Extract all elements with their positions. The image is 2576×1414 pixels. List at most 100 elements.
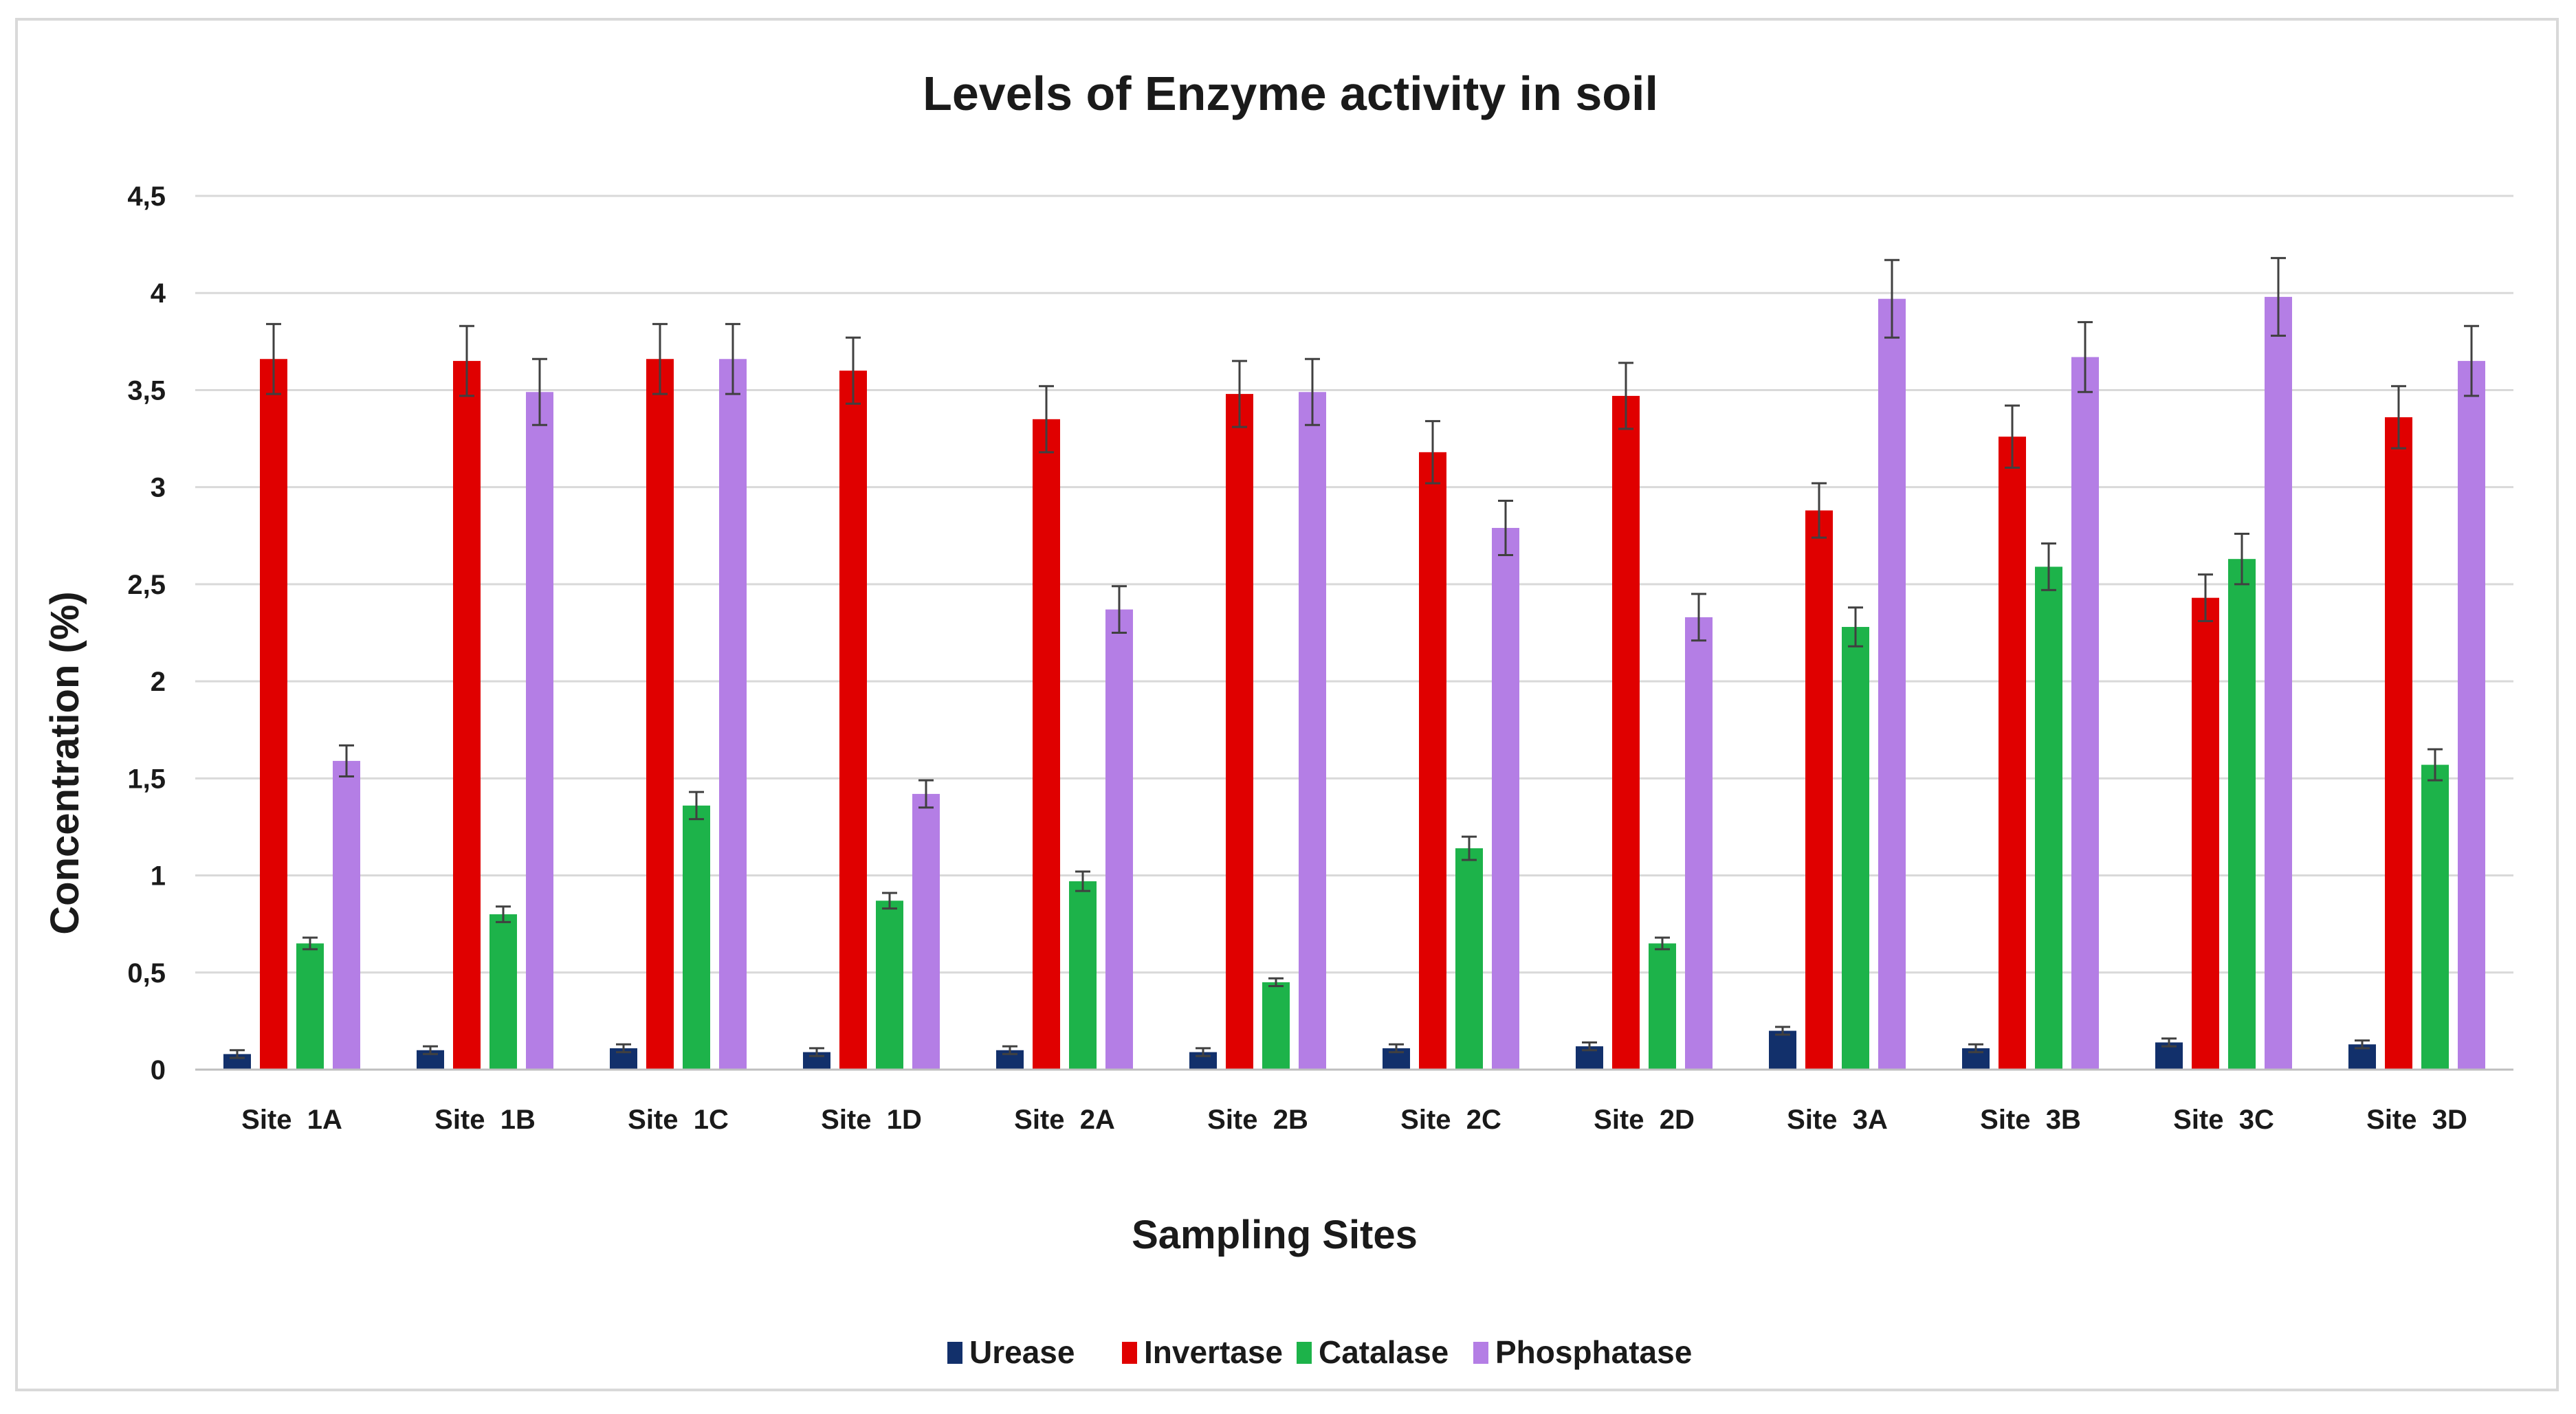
error-bar [2198,573,2213,623]
bar-urease [1769,1030,1796,1070]
bar-invertase [1419,452,1446,1070]
x-tick-label: Site 1C [628,1105,729,1135]
error-bar [1775,1026,1790,1036]
y-axis-ticks: 0 0,5 1 1,5 2 2,5 3 3,5 4 4,5 [127,181,166,1085]
x-tick-label: Site 2A [1014,1105,1115,1135]
error-bar [2391,385,2406,450]
y-axis-title: Concentration (%) [43,591,87,934]
x-tick-label: Site 2D [1594,1105,1695,1135]
bar-invertase [646,359,674,1070]
error-bar [846,336,861,405]
bar-invertase [839,371,867,1070]
bars [223,296,2485,1070]
x-tick-label: Site 1A [241,1105,342,1135]
legend-label: Invertase [1144,1334,1283,1370]
error-bar [918,779,934,809]
bar-phosphatase [912,793,940,1070]
x-tick-label: Site 2B [1207,1105,1308,1135]
error-bar [1268,977,1284,988]
legend-swatch [1473,1342,1488,1364]
error-bar [882,892,897,910]
error-bar [1075,870,1090,892]
error-bars [230,256,2479,1059]
error-bar [2005,404,2020,469]
chart-frame: Levels of Enzyme activity in soil 0 0,5 1 1… [15,18,2559,1391]
bar-phosphatase [2265,296,2292,1070]
bar-catalase [2035,566,2062,1070]
bar-invertase [1612,395,1640,1070]
gridlines [195,195,2513,974]
y-tick-label: 4 [151,278,166,309]
error-bar [266,322,281,395]
x-tick-label: Site 1B [434,1105,536,1135]
bar-phosphatase [2071,357,2099,1070]
bar-catalase [876,901,903,1070]
error-bar [1655,936,1670,951]
bar-catalase [2228,559,2256,1070]
error-bar [652,322,668,395]
legend-item-phosphatase: Phosphatase [1473,1334,1692,1370]
error-bar [2428,748,2443,782]
error-bar [2271,256,2286,337]
legend-swatch [1297,1342,1312,1364]
bar-catalase [1842,627,1869,1070]
bar-phosphatase [1878,298,1906,1070]
error-bar [616,1043,631,1054]
error-bar [1618,362,1633,430]
legend-label: Phosphatase [1495,1334,1692,1370]
x-tick-label: Site 3B [1980,1105,2081,1135]
error-bar [1884,258,1900,339]
error-bar [1812,482,1827,539]
y-tick-label: 3 [151,473,166,503]
error-bar [1389,1043,1404,1054]
bar-catalase [2421,764,2449,1070]
bar-catalase [1262,982,1290,1070]
error-bar [1196,1047,1211,1057]
legend: Urease Invertase Catalase Phosphatase [947,1334,1692,1370]
bar-catalase [296,943,324,1070]
x-tick-label: Site 3A [1787,1105,1888,1135]
error-bar [459,324,474,397]
bar-invertase [1033,419,1060,1070]
x-axis-title: Sampling Sites [1132,1213,1418,1257]
legend-item-urease: Urease [947,1334,1075,1370]
bar-invertase [453,361,481,1070]
bar-catalase [1455,848,1483,1070]
error-bar [1968,1043,1983,1054]
bar-phosphatase [1492,527,1519,1070]
error-bar [1582,1041,1597,1052]
error-bar [339,744,354,778]
y-tick-label: 4,5 [127,181,166,212]
bar-catalase [683,805,710,1070]
error-bar [1498,499,1513,557]
error-bar [725,322,740,395]
error-bar [1305,357,1320,426]
bar-phosphatase [1685,617,1713,1070]
error-bar [1112,585,1127,634]
error-bar [2464,324,2479,397]
bar-catalase [489,914,517,1070]
error-bar [2355,1039,2370,1050]
x-tick-label: Site 3C [2173,1105,2274,1135]
bar-invertase [1226,394,1253,1070]
error-bar [230,1049,245,1059]
y-tick-label: 0 [151,1055,166,1085]
legend-item-invertase: Invertase [1122,1334,1283,1370]
error-bar [689,791,704,821]
bar-phosphatase [2458,361,2485,1070]
chart-title: Levels of Enzyme activity in soil [923,67,1658,120]
y-tick-label: 2,5 [127,570,166,600]
error-bar [1691,593,1706,642]
bar-invertase [1999,437,2026,1070]
legend-swatch [947,1342,962,1364]
bar-phosphatase [1299,392,1326,1070]
bar-phosphatase [719,359,747,1070]
x-tick-label: Site 1D [821,1105,922,1135]
error-bar [2078,321,2093,393]
bar-invertase [2385,417,2412,1070]
x-tick-label: Site 3D [2366,1105,2467,1135]
y-tick-label: 2 [151,667,166,697]
error-bar [2161,1037,2177,1048]
bar-phosphatase [1105,609,1133,1070]
error-bar [1232,360,1247,428]
